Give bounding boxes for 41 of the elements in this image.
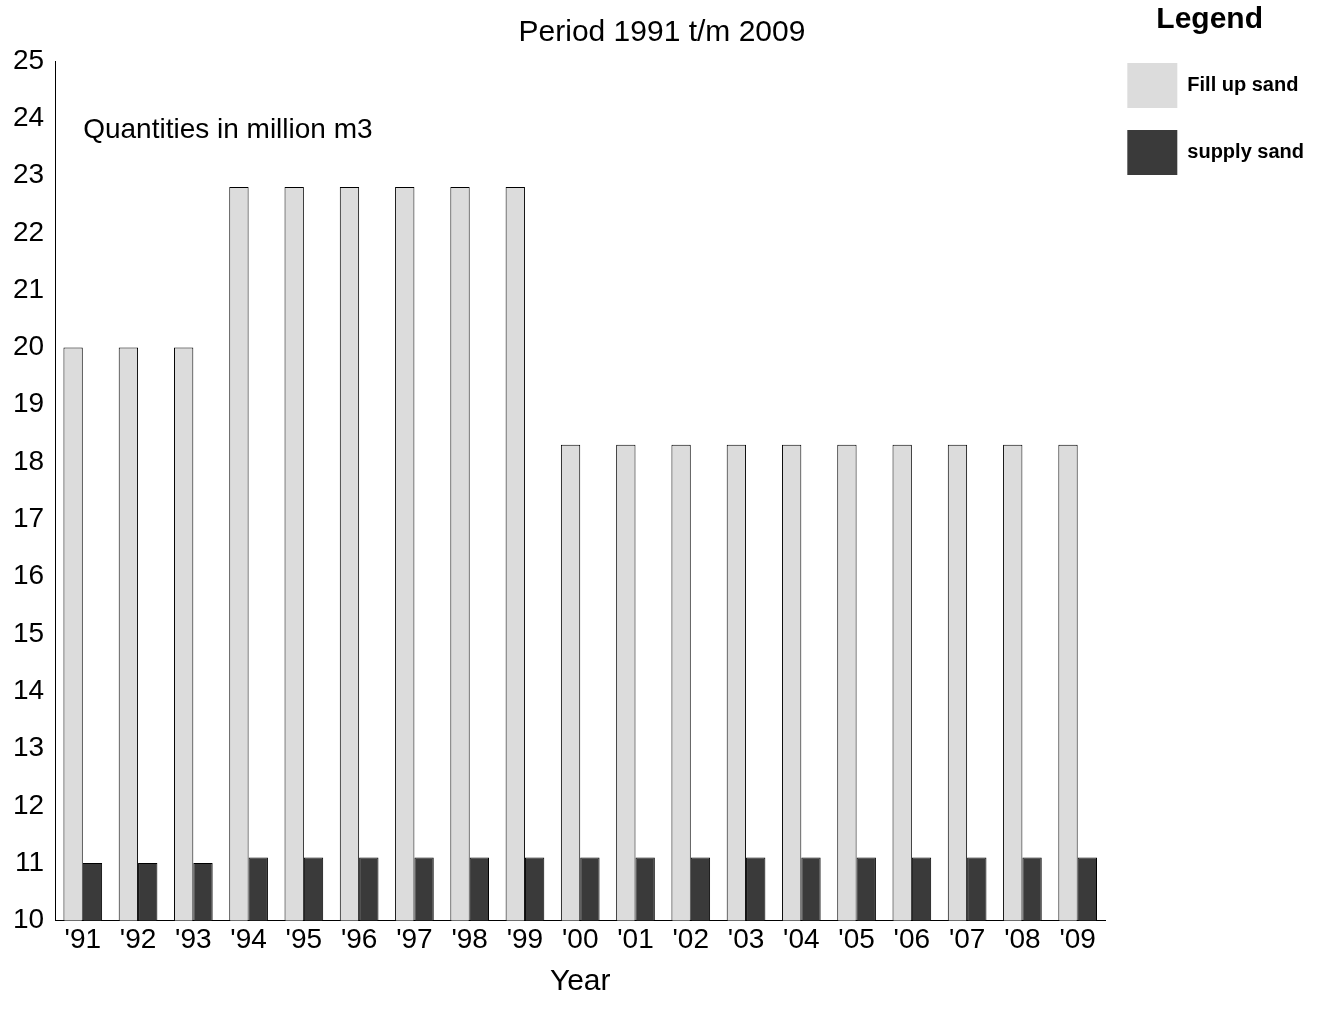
x-tick-label: '93 <box>175 922 212 954</box>
x-tick-label: '95 <box>285 922 323 954</box>
y-tick-label: 13 <box>12 731 45 763</box>
x-tick-label: '07 <box>948 922 986 954</box>
x-tick-label: '05 <box>838 922 875 954</box>
y-tick-label: 11 <box>15 845 45 877</box>
y-tick-label: 25 <box>12 43 45 75</box>
x-tick-label: '03 <box>727 922 765 954</box>
x-tick-label: '91 <box>64 922 102 954</box>
x-tick-label: '08 <box>1004 922 1041 954</box>
y-tick-label: 19 <box>12 387 45 419</box>
annotation: Quantities in million m3 <box>83 112 373 144</box>
x-tick-label: '06 <box>893 922 931 954</box>
legend-label: supply sand <box>1187 140 1305 163</box>
x-axis-title: Year <box>549 963 611 997</box>
y-tick-label: 22 <box>12 215 45 247</box>
x-tick-label: '00 <box>561 922 599 954</box>
y-tick-label: 23 <box>12 158 45 190</box>
y-tick-label: 16 <box>12 559 45 591</box>
x-tick-label: '99 <box>506 922 544 954</box>
y-tick-label: 18 <box>12 444 45 476</box>
x-tick-label: '92 <box>119 922 157 954</box>
y-tick-label: 21 <box>12 272 45 304</box>
y-tick-label: 10 <box>12 903 45 935</box>
x-tick-label: '94 <box>230 922 267 954</box>
legend-title: Legend <box>1156 1 1263 35</box>
x-tick-label: '01 <box>617 922 654 954</box>
y-tick-label: 17 <box>12 502 45 534</box>
y-tick-label: 20 <box>12 330 45 362</box>
chart-title: Period 1991 t/m 2009 <box>518 14 806 48</box>
x-tick-label: '02 <box>672 922 710 954</box>
x-tick-label: '98 <box>451 922 488 954</box>
y-tick-label: 24 <box>12 101 45 133</box>
x-tick-label: '97 <box>396 922 433 954</box>
x-tick-label: '96 <box>340 922 378 954</box>
x-tick-label: '09 <box>1059 922 1096 954</box>
y-tick-label: 14 <box>12 673 45 705</box>
y-tick-label: 15 <box>12 616 45 648</box>
y-tick-label: 12 <box>12 788 45 820</box>
legend-label: Fill up sand <box>1187 73 1299 96</box>
x-tick-label: '04 <box>783 922 820 954</box>
